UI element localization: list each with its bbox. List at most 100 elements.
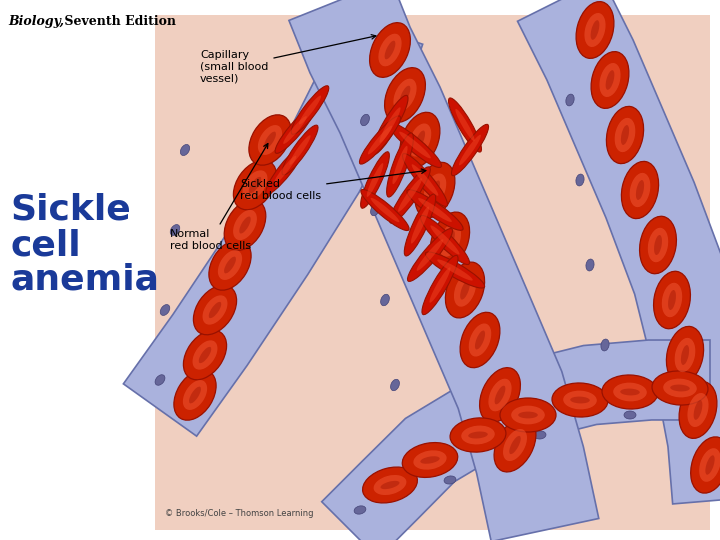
Ellipse shape — [654, 271, 690, 329]
Ellipse shape — [379, 107, 400, 143]
Ellipse shape — [662, 283, 683, 317]
Ellipse shape — [511, 406, 545, 424]
Ellipse shape — [503, 429, 527, 461]
Ellipse shape — [409, 124, 431, 157]
Ellipse shape — [398, 178, 422, 212]
Ellipse shape — [393, 79, 417, 111]
Ellipse shape — [366, 163, 383, 197]
Ellipse shape — [359, 116, 400, 164]
Ellipse shape — [668, 290, 676, 310]
Ellipse shape — [576, 2, 614, 58]
Ellipse shape — [299, 96, 321, 125]
Ellipse shape — [249, 115, 291, 165]
Ellipse shape — [630, 173, 650, 207]
Ellipse shape — [248, 177, 261, 193]
Text: Sickled
red blood cells: Sickled red blood cells — [240, 169, 426, 201]
Ellipse shape — [688, 393, 708, 427]
Ellipse shape — [412, 164, 438, 196]
Ellipse shape — [648, 228, 668, 262]
Ellipse shape — [500, 398, 556, 432]
Text: Capillary
(small blood
vessel): Capillary (small blood vessel) — [200, 35, 376, 83]
Polygon shape — [322, 340, 710, 540]
Ellipse shape — [233, 210, 257, 240]
Ellipse shape — [390, 167, 431, 223]
Ellipse shape — [460, 312, 500, 368]
Ellipse shape — [189, 387, 201, 403]
Ellipse shape — [451, 124, 489, 176]
Ellipse shape — [426, 252, 485, 288]
Ellipse shape — [469, 323, 491, 356]
Ellipse shape — [566, 94, 574, 106]
Ellipse shape — [199, 347, 211, 363]
Ellipse shape — [636, 180, 644, 200]
Ellipse shape — [174, 370, 216, 420]
Ellipse shape — [368, 126, 392, 154]
Ellipse shape — [429, 267, 451, 303]
Ellipse shape — [224, 200, 266, 251]
Ellipse shape — [192, 340, 217, 370]
Ellipse shape — [518, 411, 538, 418]
Ellipse shape — [371, 198, 400, 222]
Ellipse shape — [387, 133, 413, 197]
Ellipse shape — [170, 225, 180, 235]
Ellipse shape — [180, 145, 189, 156]
Ellipse shape — [400, 86, 410, 104]
Polygon shape — [123, 16, 423, 436]
Text: cell: cell — [10, 228, 81, 262]
Ellipse shape — [400, 132, 431, 158]
Bar — [155, 15, 710, 530]
Ellipse shape — [563, 390, 597, 409]
Ellipse shape — [420, 215, 469, 265]
Ellipse shape — [460, 280, 470, 300]
Ellipse shape — [389, 123, 441, 167]
Ellipse shape — [606, 70, 614, 90]
Ellipse shape — [411, 206, 429, 244]
Ellipse shape — [405, 194, 436, 256]
Ellipse shape — [258, 125, 282, 155]
Ellipse shape — [374, 475, 406, 495]
Ellipse shape — [243, 170, 267, 200]
Ellipse shape — [381, 294, 390, 306]
Ellipse shape — [600, 63, 621, 97]
Text: Seventh Edition: Seventh Edition — [60, 15, 176, 28]
Ellipse shape — [372, 96, 408, 154]
Ellipse shape — [402, 443, 458, 477]
Ellipse shape — [675, 338, 696, 372]
Ellipse shape — [184, 330, 227, 380]
Ellipse shape — [283, 116, 307, 144]
Ellipse shape — [224, 256, 236, 273]
Ellipse shape — [369, 23, 410, 77]
Ellipse shape — [654, 235, 662, 255]
Ellipse shape — [613, 383, 647, 401]
Ellipse shape — [468, 431, 487, 438]
Ellipse shape — [621, 125, 629, 145]
Ellipse shape — [444, 476, 456, 484]
Ellipse shape — [586, 259, 594, 271]
Polygon shape — [518, 0, 720, 504]
Ellipse shape — [667, 326, 703, 383]
Ellipse shape — [552, 383, 608, 417]
Text: Biology,: Biology, — [8, 15, 64, 28]
Ellipse shape — [413, 450, 446, 470]
Ellipse shape — [585, 13, 606, 47]
Ellipse shape — [289, 135, 310, 165]
Ellipse shape — [291, 86, 329, 134]
Ellipse shape — [155, 375, 165, 385]
Ellipse shape — [509, 436, 521, 454]
Ellipse shape — [459, 134, 481, 165]
Ellipse shape — [275, 106, 315, 153]
Ellipse shape — [495, 386, 505, 404]
Ellipse shape — [602, 375, 658, 409]
Ellipse shape — [439, 224, 461, 256]
Text: Sickle: Sickle — [10, 193, 131, 227]
Ellipse shape — [266, 146, 304, 194]
Ellipse shape — [601, 339, 609, 351]
Ellipse shape — [590, 20, 599, 40]
Ellipse shape — [639, 216, 676, 274]
Ellipse shape — [202, 295, 228, 325]
Ellipse shape — [402, 153, 448, 206]
Ellipse shape — [706, 455, 715, 475]
Ellipse shape — [480, 368, 521, 422]
Ellipse shape — [209, 240, 251, 290]
Ellipse shape — [209, 302, 221, 318]
